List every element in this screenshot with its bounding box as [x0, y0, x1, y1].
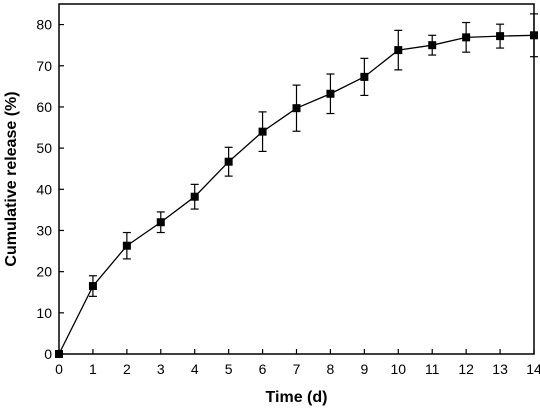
x-tick-label: 1 — [89, 361, 97, 377]
x-tick-label: 5 — [225, 361, 233, 377]
y-tick-label: 20 — [36, 264, 52, 280]
data-point — [55, 350, 63, 358]
x-axis-title: Time (d) — [266, 389, 328, 406]
plot-frame — [58, 3, 535, 355]
data-point — [156, 218, 165, 227]
data-point — [190, 192, 199, 201]
y-tick-label: 70 — [36, 58, 52, 74]
y-tick-label: 0 — [44, 346, 52, 362]
data-point — [530, 31, 538, 40]
y-axis-title: Cumulative release (%) — [3, 91, 20, 266]
data-point — [258, 127, 267, 136]
data-point — [496, 32, 505, 41]
data-point — [360, 72, 369, 81]
x-tick-label: 3 — [157, 361, 165, 377]
data-point — [88, 282, 97, 291]
y-tick-label: 40 — [36, 181, 52, 197]
x-tick-label: 12 — [458, 361, 474, 377]
data-point — [428, 41, 437, 50]
x-tick-label: 13 — [492, 361, 508, 377]
y-tick-label: 80 — [36, 17, 52, 33]
x-tick-label: 10 — [390, 361, 406, 377]
series-line — [58, 34, 535, 355]
data-point — [224, 157, 233, 166]
x-tick-label: 7 — [293, 361, 301, 377]
x-tick-label: 0 — [55, 361, 63, 377]
y-tick-label: 30 — [36, 222, 52, 238]
y-tick-label: 50 — [36, 140, 52, 156]
y-tick-label: 10 — [36, 305, 52, 321]
x-tick-label: 6 — [259, 361, 267, 377]
data-point — [462, 33, 471, 42]
x-tick-label: 11 — [425, 361, 440, 377]
x-tick-label: 8 — [327, 361, 335, 377]
series-group — [55, 13, 538, 358]
x-tick-label: 9 — [360, 361, 368, 377]
x-tick-label: 4 — [191, 361, 199, 377]
y-tick-label: 60 — [36, 99, 52, 115]
data-point — [292, 104, 301, 113]
data-point — [326, 89, 335, 98]
data-point — [394, 46, 403, 55]
x-tick-label: 2 — [123, 361, 131, 377]
x-tick-label: 14 — [526, 361, 540, 377]
data-point — [122, 241, 131, 250]
